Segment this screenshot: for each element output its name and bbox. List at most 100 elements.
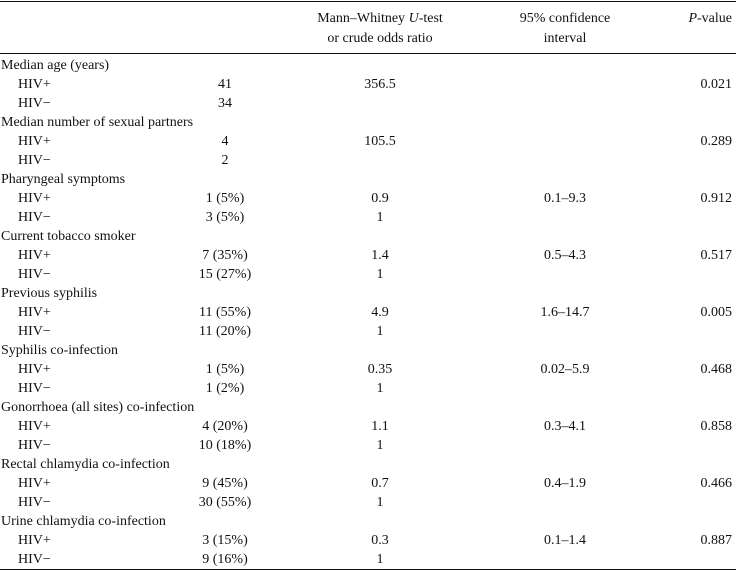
group-value: 4 <box>221 134 229 149</box>
p-value: 0.005 <box>700 305 733 320</box>
section-title: Previous syphilis <box>1 286 98 301</box>
test-statistic: 0.9 <box>371 191 389 206</box>
table-row: HIV− 1 (2%) 1 <box>0 379 736 398</box>
table-row: HIV− 11 (20%) 1 <box>0 322 736 341</box>
header-stat-line1: Mann–Whitney U-test <box>300 9 460 29</box>
group-value: 7 (35%) <box>202 248 248 263</box>
section-title: Rectal chlamydia co-infection <box>1 457 170 472</box>
group-value: 1 (2%) <box>205 381 245 396</box>
table-row: HIV+ 4 105.5 0.289 <box>0 132 736 151</box>
group-value: 9 (16%) <box>202 552 248 567</box>
group-label: HIV− <box>18 552 51 567</box>
test-statistic: 1 <box>376 381 384 396</box>
group-label: HIV+ <box>18 533 51 548</box>
header-stat-u: U <box>408 11 419 26</box>
group-value: 11 (55%) <box>199 305 251 320</box>
section-title-row: Gonorrhoea (all sites) co-infection <box>0 398 736 417</box>
header-stat-line2: or crude odds ratio <box>327 31 433 46</box>
p-value: 0.912 <box>700 191 733 206</box>
header-stat-post: -test <box>418 11 443 26</box>
header-p-column: P-value <box>688 9 732 29</box>
table-row: HIV+ 41 356.5 0.021 <box>0 75 736 94</box>
section-title: Median age (years) <box>1 58 110 73</box>
section-title-row: Urine chlamydia co-infection <box>0 512 736 531</box>
group-label: HIV− <box>18 210 51 225</box>
confidence-interval: 0.3–4.1 <box>544 419 586 434</box>
confidence-interval: 0.4–1.9 <box>544 476 586 491</box>
confidence-interval: 0.1–1.4 <box>544 533 586 548</box>
group-value: 1 (5%) <box>205 362 245 377</box>
test-statistic: 1 <box>376 495 384 510</box>
group-label: HIV− <box>18 153 51 168</box>
section-title-row: Current tobacco smoker <box>0 227 736 246</box>
group-value: 34 <box>218 96 232 111</box>
test-statistic: 1 <box>376 324 384 339</box>
section-title-row: Median number of sexual partners <box>0 113 736 132</box>
table-row: HIV− 34 <box>0 94 736 113</box>
table-row: HIV− 9 (16%) 1 <box>0 550 736 569</box>
table-row: HIV+ 9 (45%) 0.7 0.4–1.9 0.466 <box>0 474 736 493</box>
table-row: HIV+ 7 (35%) 1.4 0.5–4.3 0.517 <box>0 246 736 265</box>
top-rule <box>0 1 736 2</box>
confidence-interval: 1.6–14.7 <box>540 305 590 320</box>
test-statistic: 1 <box>376 552 384 567</box>
header-p-post: -value <box>697 11 732 26</box>
group-label: HIV− <box>18 438 51 453</box>
test-statistic: 0.3 <box>371 533 389 548</box>
group-label: HIV+ <box>18 362 51 377</box>
section-title-row: Syphilis co-infection <box>0 341 736 360</box>
test-statistic: 1.4 <box>371 248 389 263</box>
header-p-italic: P <box>688 11 698 26</box>
p-value: 0.858 <box>700 419 733 434</box>
test-statistic: 1 <box>376 267 384 282</box>
group-label: HIV+ <box>18 134 51 149</box>
group-label: HIV+ <box>18 248 51 263</box>
header-ci-column: 95% confidence interval <box>495 9 635 49</box>
p-value: 0.289 <box>700 134 733 149</box>
group-value: 15 (27%) <box>198 267 252 282</box>
group-label: HIV− <box>18 324 51 339</box>
table-row: HIV− 2 <box>0 151 736 170</box>
section-title: Median number of sexual partners <box>1 115 194 130</box>
test-statistic: 105.5 <box>364 134 396 149</box>
header-stat-pre: Mann–Whitney <box>317 11 409 26</box>
table-row: HIV+ 11 (55%) 4.9 1.6–14.7 0.005 <box>0 303 736 322</box>
group-label: HIV− <box>18 96 51 111</box>
confidence-interval: 0.1–9.3 <box>544 191 586 206</box>
section-title-row: Previous syphilis <box>0 284 736 303</box>
group-label: HIV− <box>18 267 51 282</box>
table-row: HIV− 3 (5%) 1 <box>0 208 736 227</box>
group-value: 3 (5%) <box>205 210 245 225</box>
section-title: Current tobacco smoker <box>1 229 136 244</box>
test-statistic: 1 <box>376 210 384 225</box>
section-title: Syphilis co-infection <box>1 343 119 358</box>
test-statistic: 356.5 <box>364 77 396 92</box>
test-statistic: 4.9 <box>371 305 389 320</box>
table-row: HIV+ 1 (5%) 0.35 0.02–5.9 0.468 <box>0 360 736 379</box>
p-value: 0.466 <box>700 476 733 491</box>
group-value: 10 (18%) <box>198 438 252 453</box>
test-statistic: 1 <box>376 438 384 453</box>
p-value: 0.021 <box>700 77 733 92</box>
confidence-interval: 0.5–4.3 <box>544 248 586 263</box>
p-value: 0.887 <box>700 533 733 548</box>
group-label: HIV+ <box>18 419 51 434</box>
table-row: HIV+ 3 (15%) 0.3 0.1–1.4 0.887 <box>0 531 736 550</box>
table-row: HIV− 15 (27%) 1 <box>0 265 736 284</box>
group-value: 1 (5%) <box>205 191 245 206</box>
header-rule <box>0 53 736 54</box>
group-label: HIV+ <box>18 305 51 320</box>
table-row: HIV+ 4 (20%) 1.1 0.3–4.1 0.858 <box>0 417 736 436</box>
section-title: Urine chlamydia co-infection <box>1 514 166 529</box>
section-title-row: Pharyngeal symptoms <box>0 170 736 189</box>
group-value: 9 (45%) <box>202 476 248 491</box>
table-row: HIV+ 1 (5%) 0.9 0.1–9.3 0.912 <box>0 189 736 208</box>
group-label: HIV− <box>18 381 51 396</box>
test-statistic: 1.1 <box>371 419 389 434</box>
group-label: HIV+ <box>18 476 51 491</box>
group-value: 3 (15%) <box>202 533 248 548</box>
section-title: Pharyngeal symptoms <box>1 172 126 187</box>
group-value: 2 <box>221 153 229 168</box>
table-body: Median age (years) HIV+ 4 1 356.5 0.021 HIV− 34… <box>0 56 736 569</box>
header-ci-line1: 95% confidence <box>519 11 611 26</box>
